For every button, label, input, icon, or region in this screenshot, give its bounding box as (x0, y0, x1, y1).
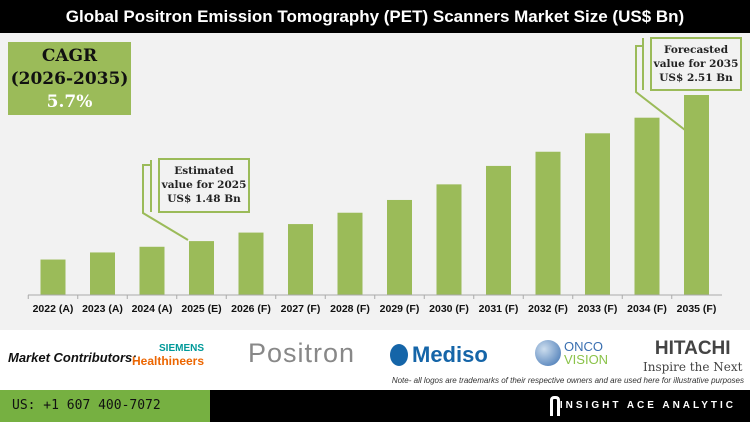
cagr-label: CAGR (41, 46, 98, 66)
bar-2022 (40, 259, 66, 295)
logo-text: Inspire the Next (643, 360, 743, 374)
callout-text: US$ 1.48 Bn (167, 193, 241, 205)
callout-text: Forecasted (663, 44, 729, 56)
siemens-healthineers-logo: SIEMENS Healthineers (132, 343, 204, 367)
globe-icon (535, 340, 561, 366)
x-tick-label: 2031 (F) (479, 303, 519, 315)
logo-text: Healthineers (132, 354, 205, 368)
cagr-box: CAGR (2026-2035) 5.7% (8, 42, 131, 115)
logo-text: ONCO (564, 339, 603, 354)
bar-2032 (535, 151, 561, 295)
chart-title: Global Positron Emission Tomography (PET… (0, 0, 750, 33)
contributors-strip: Market Contributors: SIEMENS Healthineer… (0, 330, 750, 390)
bar-2026 (238, 232, 264, 295)
bar-2033 (585, 133, 610, 295)
bar-2025 (189, 241, 214, 295)
bar-2024 (139, 246, 165, 295)
x-tick-label: 2032 (F) (528, 303, 568, 315)
bar-chart: 2022 (A) 2023 (A) 2024 (A) 2025 (E) 2026 (F)… (27, 38, 722, 315)
x-tick-label: 2027 (F) (281, 303, 321, 315)
callout-leader-2035 (635, 45, 686, 131)
bar-2034 (634, 117, 660, 295)
cagr-value: 5.7% (46, 92, 93, 112)
logo-text: SIEMENS (159, 343, 205, 354)
brand-name: INSIGHT ACE ANALYTIC (559, 400, 736, 411)
x-tick-label: 2025 (E) (181, 303, 221, 315)
bar-2030 (436, 184, 462, 295)
callout-text: US$ 2.51 Bn (659, 72, 733, 84)
logo-text: HITACHI (654, 338, 731, 359)
x-tick-label: 2034 (F) (627, 303, 667, 315)
bar-2031 (486, 165, 511, 295)
footer-brand-bar: INSIGHT ACE ANALYTIC (210, 390, 750, 422)
phone-number[interactable]: US: +1 607 400-7072 (0, 390, 210, 422)
x-tick-label: 2033 (F) (578, 303, 618, 315)
callout-text: value for 2025 (161, 179, 247, 191)
bar-2035 (684, 95, 709, 295)
x-tick-label: 2022 (A) (33, 303, 74, 315)
x-tick-label: 2028 (F) (330, 303, 370, 315)
x-tick-label: 2023 (A) (82, 303, 123, 315)
mediso-icon (390, 344, 408, 366)
x-tick-label: 2035 (F) (677, 303, 717, 315)
oncovision-logo: ONCO VISION (535, 340, 608, 366)
callout-text: value for 2035 (653, 58, 739, 70)
bar-2027 (288, 224, 313, 295)
logo-text: Mediso (412, 342, 488, 367)
contributors-label: Market Contributors: (8, 350, 137, 365)
callout-estimated-2025: Estimated value for 2025 US$ 1.48 Bn (158, 158, 250, 213)
mediso-logo: Mediso (390, 342, 488, 368)
callout-text: Estimated (174, 165, 234, 177)
bar-2023 (90, 252, 115, 295)
hitachi-logo: HITACHI Inspire the Next (643, 338, 743, 376)
callout-leader-2025 (142, 164, 189, 241)
cagr-period: (2026-2035) (10, 69, 129, 89)
bar-2029 (387, 199, 412, 295)
bar-2028 (337, 212, 363, 295)
x-tick-label: 2024 (A) (132, 303, 173, 315)
callout-forecasted-2035: Forecasted value for 2035 US$ 2.51 Bn (650, 37, 742, 91)
x-tick-label: 2030 (F) (429, 303, 469, 315)
insight-ace-logo-icon (550, 396, 560, 416)
trademark-note: Note- all logos are trademarks of their … (391, 376, 744, 385)
positron-logo: Positron (248, 338, 356, 368)
x-tick-label: 2029 (F) (380, 303, 420, 315)
logo-text: VISION (564, 352, 609, 367)
x-tick-label: 2026 (F) (231, 303, 271, 315)
